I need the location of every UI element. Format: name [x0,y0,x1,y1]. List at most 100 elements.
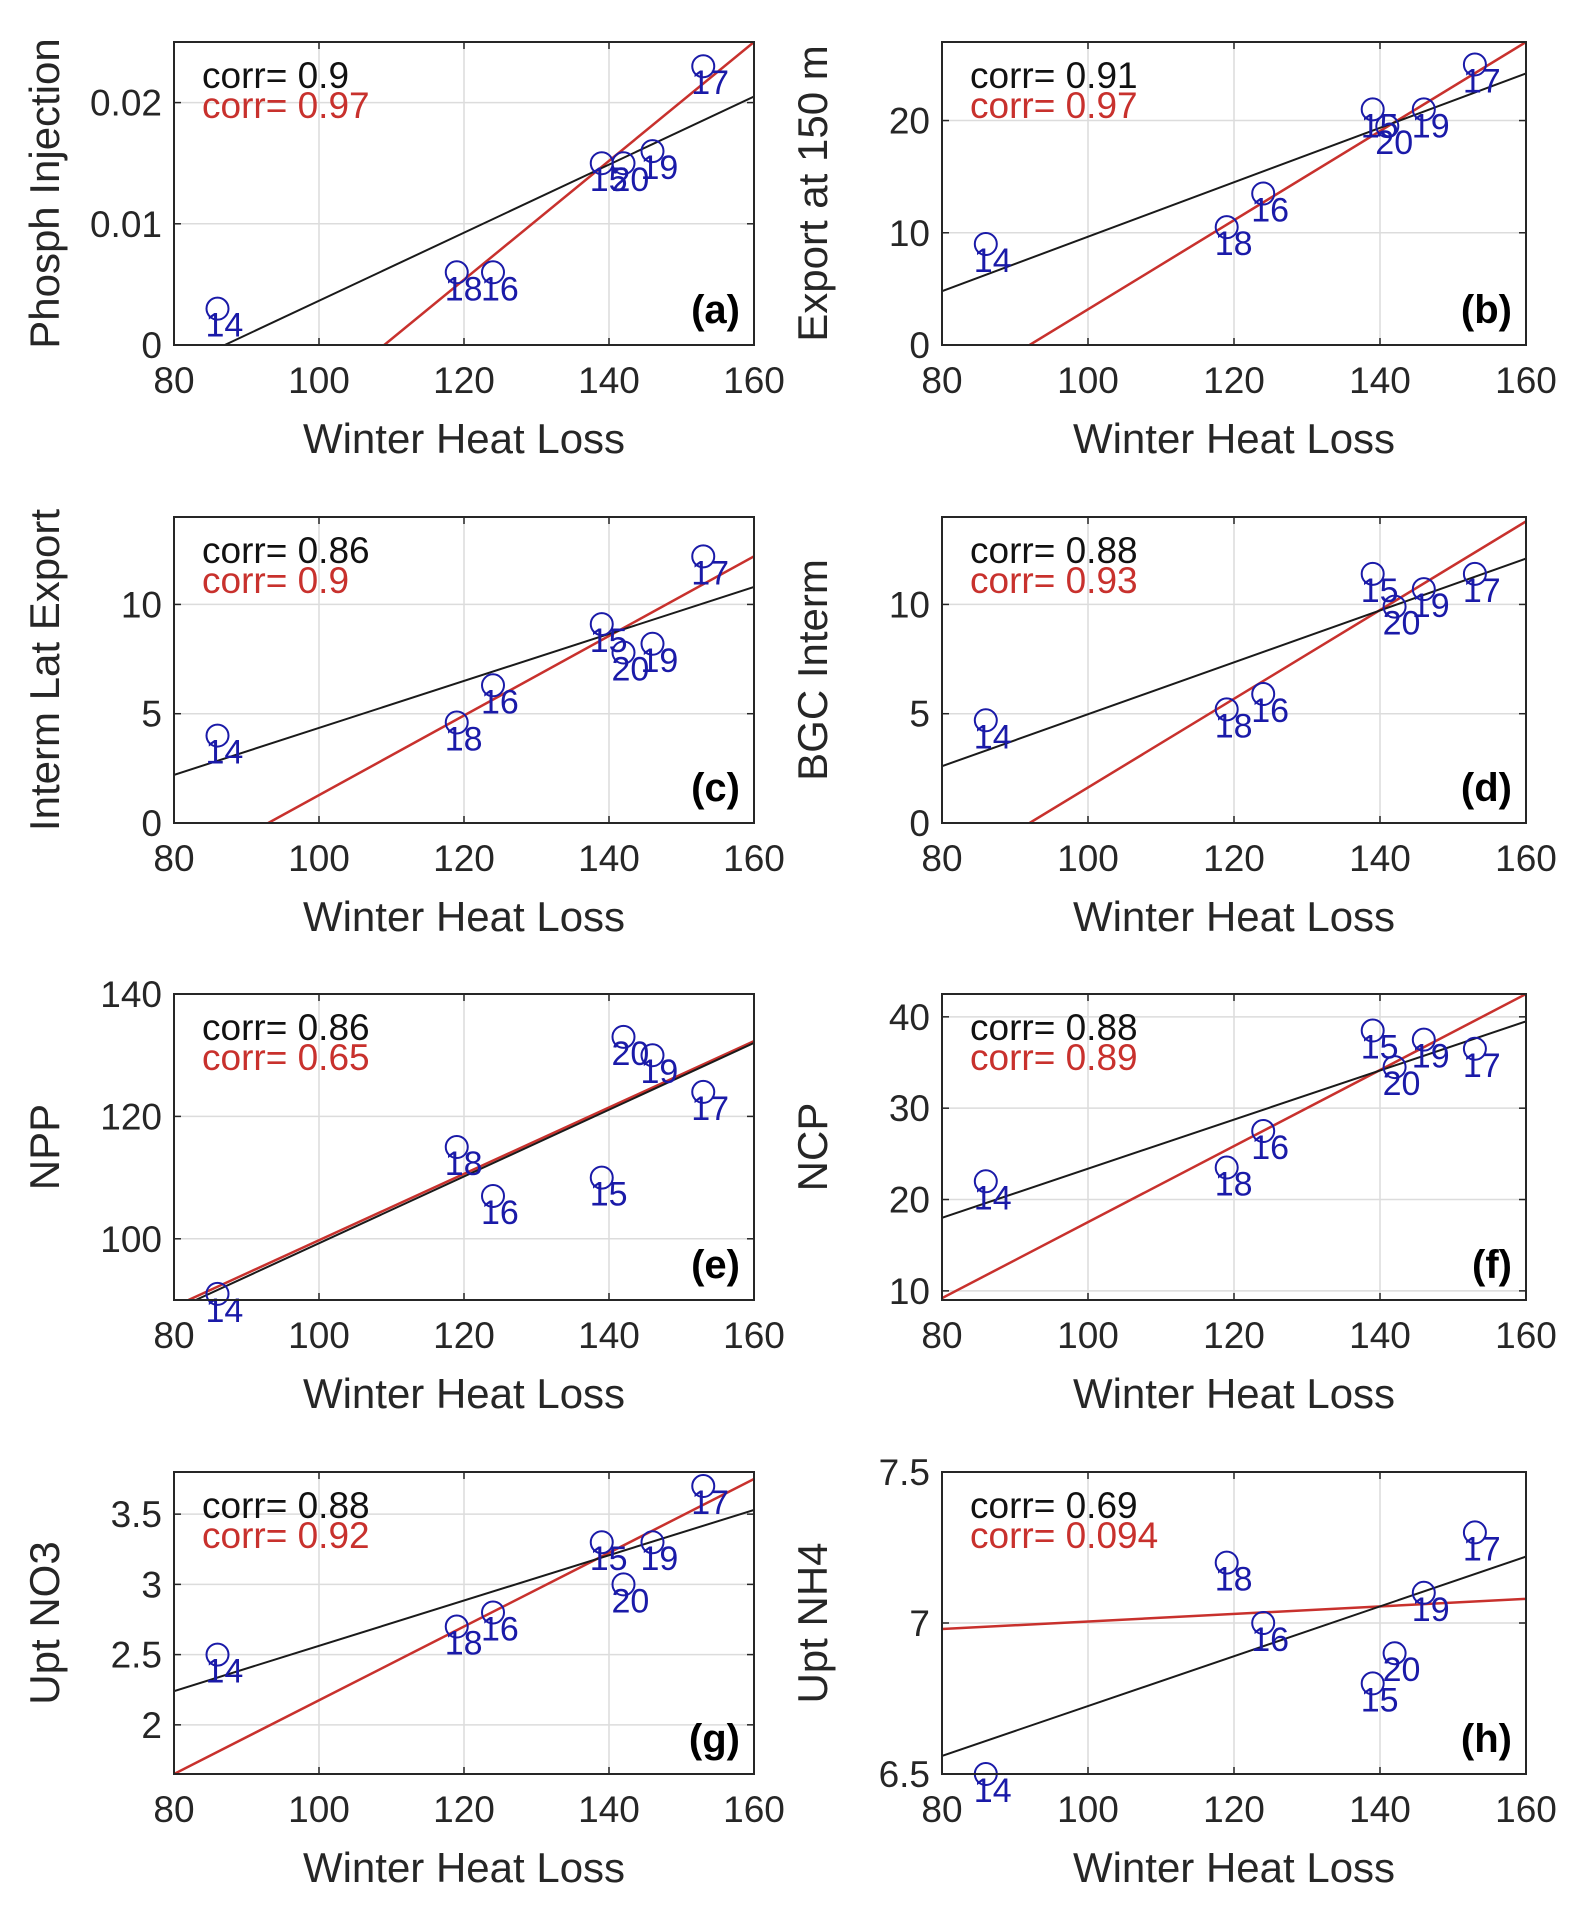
corr-black-annotation: corr= 0.86 [202,1007,370,1048]
y-tick-label: 20 [889,1180,930,1221]
fit-line-red [383,42,754,345]
data-point [481,260,505,285]
data-point-label: 20 [1383,1651,1421,1689]
x-tick-label: 120 [1203,1315,1265,1356]
data-point [640,631,665,656]
data-point-label: 19 [641,149,679,187]
data-point [1214,697,1239,722]
data-point [691,1079,716,1104]
data-point [1251,181,1276,206]
x-tick-label: 100 [288,1789,350,1830]
data-point [1214,1155,1239,1180]
x-tick-label: 80 [921,360,962,401]
x-tick-label: 120 [1203,360,1265,401]
data-point-label: 19 [1412,1591,1450,1629]
data-point [611,1572,636,1597]
corr-black-annotation: corr= 0.91 [970,55,1138,96]
corr-red-annotation: corr= 0.93 [970,560,1138,601]
data-point-label: 14 [974,718,1012,756]
y-axis-label: Phosph Injection [21,38,68,349]
y-tick-label: 140 [100,974,162,1015]
fit-line-black [942,72,1526,293]
data-point-label: 17 [691,64,729,102]
x-tick-label: 120 [433,1315,495,1356]
y-axis-label: Export at 150 m [789,45,836,341]
data-point-label: 17 [1463,572,1501,610]
x-axis-label: Winter Heat Loss [1073,1844,1395,1891]
data-point-label: 20 [612,651,650,689]
data-point-label: 17 [691,1484,729,1522]
panel-label: (c) [691,766,740,810]
fit-line-red [1028,42,1526,345]
corr-black-annotation: corr= 0.88 [970,1007,1138,1048]
data-point [640,1530,665,1555]
data-point [481,673,505,698]
data-point [1375,114,1400,139]
data-point-label: 19 [1412,1038,1450,1076]
data-point [1360,561,1385,586]
corr-red-annotation: corr= 0.92 [202,1515,370,1556]
data-point-label: 15 [590,1176,628,1214]
x-tick-label: 120 [1203,838,1265,879]
data-point-label: 20 [1383,605,1421,643]
data-point-label: 17 [691,1090,729,1128]
data-point [691,54,716,79]
data-point-label: 17 [1463,1530,1501,1568]
x-tick-label: 160 [723,1315,785,1356]
panel-label: (h) [1461,1717,1512,1761]
data-point-label: 18 [1215,1166,1253,1204]
data-point [589,1165,614,1190]
corr-red-annotation: corr= 0.89 [970,1037,1138,1078]
y-tick-label: 0 [909,325,930,366]
data-point [1382,1055,1407,1080]
data-point [205,723,230,748]
data-point-label: 16 [481,270,519,308]
data-point-label: 18 [1215,225,1253,263]
data-point [1411,97,1436,122]
y-tick-label: 2.5 [111,1635,162,1676]
data-point [205,296,230,321]
corr-red-annotation: corr= 0.97 [970,85,1138,126]
y-tick-label: 5 [909,694,930,735]
data-point-label: 16 [1251,1129,1289,1167]
data-point-label: 20 [612,1582,650,1620]
data-point [589,612,614,637]
y-tick-label: 3.5 [111,1494,162,1535]
data-point [1411,1580,1436,1605]
x-tick-label: 80 [921,838,962,879]
x-tick-label: 120 [433,838,495,879]
y-tick-label: 10 [889,584,930,625]
data-point-label: 19 [1412,587,1450,625]
panel-label: (a) [691,288,740,332]
data-point-label: 17 [1463,62,1501,100]
data-point-label: 14 [974,242,1012,280]
y-axis-label: Upt NO3 [21,1541,68,1704]
x-tick-label: 120 [1203,1789,1265,1830]
data-point-label: 19 [641,1053,679,1091]
y-tick-label: 2 [141,1705,162,1746]
data-point [1382,1641,1407,1666]
data-point [1411,577,1436,602]
y-tick-label: 3 [141,1564,162,1605]
data-point [1462,1520,1487,1545]
data-point [640,1043,665,1068]
corr-red-annotation: corr= 0.97 [202,85,370,126]
data-point-label: 18 [445,1625,483,1663]
data-point-label: 14 [206,307,244,345]
panel-label: (g) [689,1717,740,1761]
data-point-label: 14 [206,1653,244,1691]
corr-black-annotation: corr= 0.69 [970,1485,1138,1526]
x-tick-label: 100 [1057,360,1119,401]
data-point [444,1135,469,1159]
data-point-label: 20 [1375,124,1413,162]
x-tick-label: 80 [153,360,194,401]
data-point [1462,561,1487,586]
data-point-label: 16 [481,1194,519,1232]
data-point-label: 16 [1251,1621,1289,1659]
data-point [640,139,665,164]
